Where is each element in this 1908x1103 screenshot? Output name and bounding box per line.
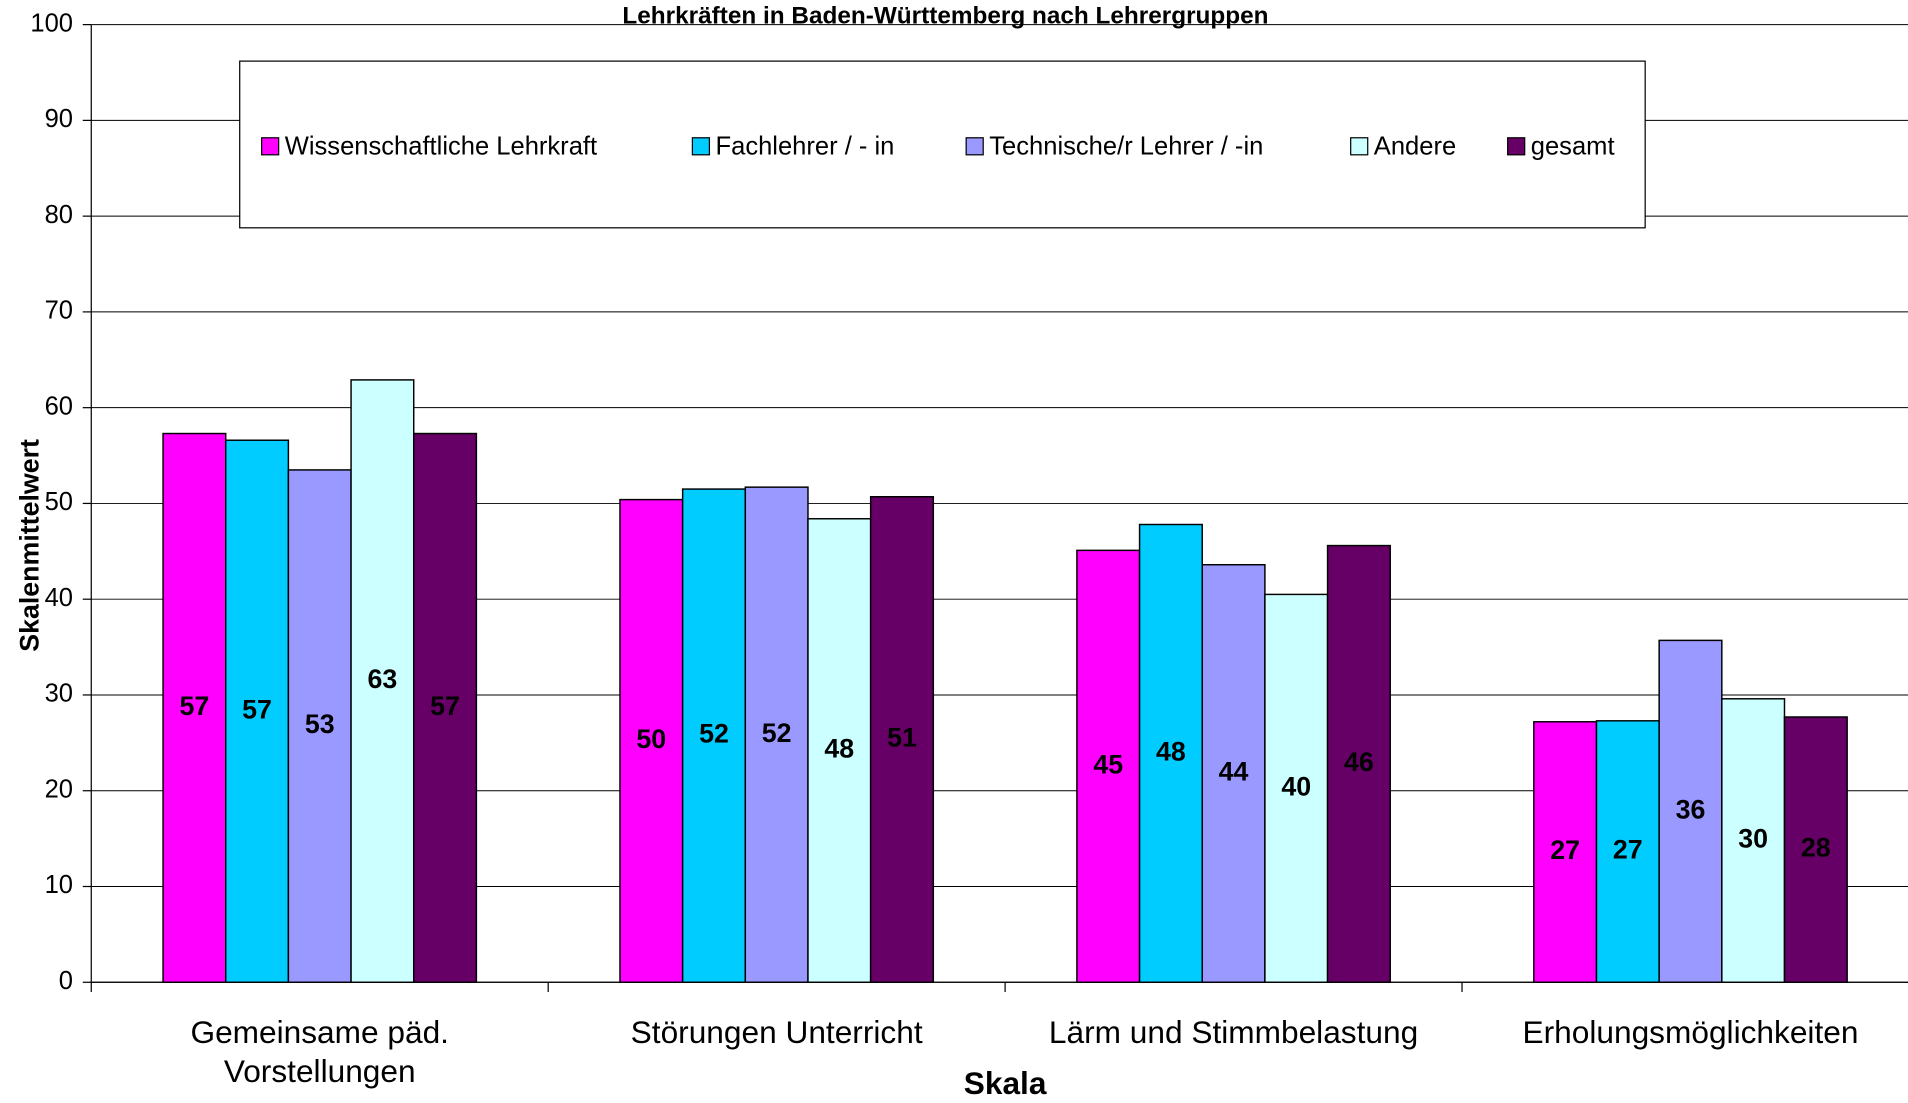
legend-swatch <box>691 137 711 156</box>
y-tick-label: 100 <box>30 9 73 37</box>
bar <box>869 496 935 983</box>
data-label: 52 <box>762 718 792 748</box>
legend-label: Wissenschaftliche Lehrkraft <box>285 132 597 160</box>
legend-box <box>239 60 1646 229</box>
bar <box>1783 716 1848 983</box>
y-axis-label: Skalenmittelwert <box>15 439 45 652</box>
x-tick-label-box: Gemeinsame päd. Vorstellungen <box>190 1013 449 1090</box>
bar <box>1138 523 1203 983</box>
y-tick-label: 40 <box>45 584 73 612</box>
data-label: 63 <box>368 664 398 694</box>
legend-swatch <box>1507 137 1526 156</box>
bar <box>1595 720 1660 983</box>
data-label: 36 <box>1676 794 1706 824</box>
data-label: 48 <box>824 734 854 764</box>
x-tick-label: Gemeinsame päd. Vorstellungen <box>190 1013 449 1090</box>
chart-title: Lehrkräften in Baden-Württemberg nach Le… <box>622 3 1268 30</box>
x-axis-label: Skala <box>964 1065 1047 1101</box>
y-tick-label: 90 <box>45 105 73 133</box>
legend-label: gesamt <box>1531 132 1615 160</box>
bar <box>744 486 809 983</box>
bar <box>224 439 290 983</box>
data-label: 44 <box>1219 757 1249 787</box>
data-label: 27 <box>1613 835 1643 865</box>
bar <box>162 432 227 983</box>
x-tick-label: Erholungsmöglichkeiten <box>1522 1013 1859 1051</box>
data-label: 48 <box>1156 736 1186 766</box>
data-label: 57 <box>242 694 272 724</box>
y-tick-label: 0 <box>59 967 73 995</box>
legend-swatch <box>261 137 280 156</box>
data-label: 53 <box>305 709 335 739</box>
data-label: 45 <box>1093 749 1123 779</box>
legend-swatch <box>1350 137 1369 156</box>
legend-label: Technische/r Lehrer / -in <box>989 132 1263 160</box>
x-tick-label: Lärm und Stimmbelastung <box>1048 1013 1419 1051</box>
data-label: 46 <box>1344 747 1374 777</box>
y-tick-label: 10 <box>45 871 73 899</box>
data-label: 51 <box>887 723 917 753</box>
data-label: 40 <box>1281 771 1311 801</box>
bar <box>350 379 415 983</box>
bar <box>1533 721 1598 983</box>
data-label: 57 <box>430 691 460 721</box>
x-tick-label-box: Störungen Unterricht <box>630 1013 923 1051</box>
x-tick-label: Störungen Unterricht <box>630 1013 923 1051</box>
y-tick-label: 50 <box>45 488 73 516</box>
bar <box>1201 563 1266 983</box>
x-tick-label-box: Lärm und Stimmbelastung <box>1048 1013 1419 1051</box>
y-tick-label: 80 <box>45 201 73 229</box>
bar <box>681 488 747 983</box>
y-tick-label: 20 <box>45 775 73 803</box>
legend-swatch <box>965 137 984 156</box>
legend-label: Andere <box>1374 132 1456 160</box>
bar <box>1658 639 1723 983</box>
y-tick-label: 70 <box>45 297 73 325</box>
y-tick-label: 60 <box>45 392 73 420</box>
data-label: 57 <box>179 691 209 721</box>
data-label: 50 <box>636 724 666 754</box>
legend-label: Fachlehrer / - in <box>716 132 895 160</box>
bar <box>807 518 872 983</box>
y-tick-label: 30 <box>45 680 73 708</box>
bar <box>287 469 352 983</box>
bar <box>412 432 478 983</box>
bar <box>1721 698 1786 983</box>
bar <box>1326 544 1391 983</box>
x-tick-label-box: Erholungsmöglichkeiten <box>1522 1013 1859 1051</box>
bar <box>1264 593 1329 983</box>
data-label: 28 <box>1801 833 1831 863</box>
data-label: 30 <box>1738 824 1768 854</box>
bar <box>619 498 684 983</box>
data-label: 52 <box>699 719 729 749</box>
data-label: 27 <box>1550 835 1580 865</box>
